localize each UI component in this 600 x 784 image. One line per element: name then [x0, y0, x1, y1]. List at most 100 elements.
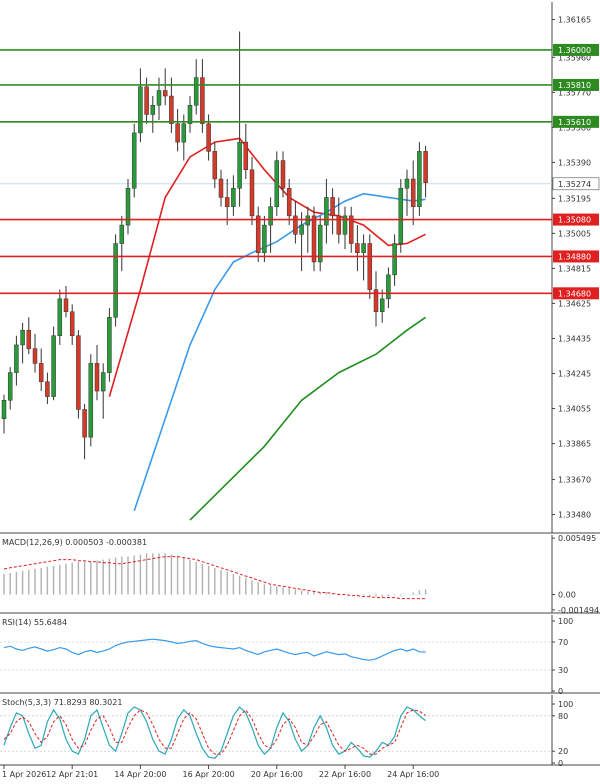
candle: [20, 322, 25, 364]
candle: [317, 215, 323, 272]
candle: [57, 289, 63, 345]
candle: [125, 179, 131, 235]
candle: [262, 215, 267, 262]
candle-body-down: [336, 215, 342, 235]
candle-body-up: [274, 160, 280, 207]
candle-body-down: [367, 243, 373, 290]
candle-body-up: [119, 224, 125, 244]
candle: [324, 179, 329, 244]
candle: [299, 212, 304, 272]
candle-body-down: [243, 141, 249, 171]
candle: [423, 145, 428, 198]
candle: [330, 188, 335, 235]
candle-body-up: [231, 187, 236, 207]
level-price-label: 1.36000: [558, 46, 591, 55]
candle-body-down: [212, 151, 218, 180]
candle: [417, 142, 422, 216]
candle-body-up: [299, 224, 304, 235]
candle: [119, 215, 125, 272]
candle: [131, 123, 137, 198]
candle-body-up: [379, 298, 385, 312]
candle-body-up: [20, 329, 25, 346]
candle-body-down: [169, 95, 174, 124]
candle: [69, 304, 75, 345]
level-price-label: 1.34880: [558, 252, 591, 261]
candle-body-down: [410, 178, 416, 207]
price-y-tick-label: 1.33865: [558, 440, 591, 449]
candle-body-down: [224, 197, 230, 207]
price-panel: 1.36165 1.35960 1.35770 1.35580 1.35390 1.351…: [0, 2, 600, 534]
candle: [398, 179, 404, 253]
candle-body-up: [150, 105, 156, 115]
candle: [150, 96, 156, 133]
candle-body-up: [51, 335, 56, 397]
candle-body-up: [417, 151, 422, 207]
candle-body-up: [237, 141, 242, 189]
candle: [162, 68, 168, 106]
candle: [311, 206, 317, 272]
candle-body-down: [311, 215, 317, 263]
time-tick-label: 22 Apr 16:00: [319, 770, 371, 779]
price-y-tick-label: 1.34625: [558, 299, 591, 308]
candle-body-up: [100, 372, 106, 392]
rsi-panel: RSI(14) 55.6484 100 70 30 0: [0, 615, 600, 696]
level-price-tag: [553, 43, 599, 56]
current-price-tag: [552, 177, 600, 191]
level-price-tag: [553, 287, 599, 300]
candle-body-up: [138, 86, 143, 134]
level-price-label: 1.35610: [558, 118, 591, 127]
candle: [212, 142, 218, 189]
candle: [280, 151, 286, 198]
rsi-y-tick-label: 0: [558, 687, 563, 696]
candle: [379, 289, 385, 323]
candle-body-down: [373, 289, 379, 312]
candle-body-up: [113, 243, 118, 318]
time-tick-label: 1 Apr 2026: [2, 770, 46, 779]
price-y-tick-label: 1.34435: [558, 334, 591, 343]
candle: [373, 271, 379, 327]
level-price-tag: [553, 115, 599, 128]
candle: [175, 108, 180, 152]
price-y-tick-label: 1.34055: [558, 405, 591, 414]
candle-body-up: [7, 372, 13, 401]
candle-body-down: [144, 86, 149, 115]
candle: [45, 372, 50, 404]
candle: [100, 363, 106, 419]
stochastic-y-tick-label: 80: [558, 712, 568, 721]
candle: [410, 160, 416, 226]
candle: [94, 344, 100, 401]
candle: [249, 156, 255, 226]
candle: [255, 206, 261, 262]
candle-body-down: [76, 335, 81, 410]
stochastic-d-line: [3, 709, 426, 755]
candle: [113, 234, 118, 327]
candle-body-down: [249, 169, 255, 217]
candle-body-up: [404, 178, 410, 189]
candle-body-down: [82, 409, 87, 438]
moving-average-line-2: [133, 192, 426, 512]
candle-body-down: [69, 311, 75, 336]
candle-body-up: [131, 132, 137, 189]
candle-body-down: [38, 363, 44, 383]
candle: [200, 59, 205, 133]
candle: [237, 31, 242, 207]
candle: [218, 169, 224, 207]
candle-body-down: [94, 363, 100, 392]
candle-body-down: [206, 123, 211, 152]
candle-body-up: [14, 344, 19, 373]
candle-body-up: [398, 187, 404, 244]
price-y-tick-label: 1.33670: [558, 476, 591, 485]
candle: [386, 267, 391, 309]
candle-body-up: [342, 215, 348, 235]
candle-body-up: [193, 77, 199, 106]
time-axis: 1 Apr 2026 12 Apr 21:01 14 Apr 20:00 16 Apr…: [2, 765, 439, 779]
candle: [274, 151, 280, 216]
price-y-tick-label: 1.35960: [558, 53, 591, 62]
candle-body-down: [45, 381, 50, 397]
candle: [361, 234, 366, 281]
candle: [107, 308, 112, 382]
level-price-tag: [553, 78, 599, 91]
stochastic-y-tick-label: 0: [558, 759, 563, 768]
rsi-y-tick-label: 100: [558, 617, 573, 626]
candle-body-down: [348, 215, 354, 244]
